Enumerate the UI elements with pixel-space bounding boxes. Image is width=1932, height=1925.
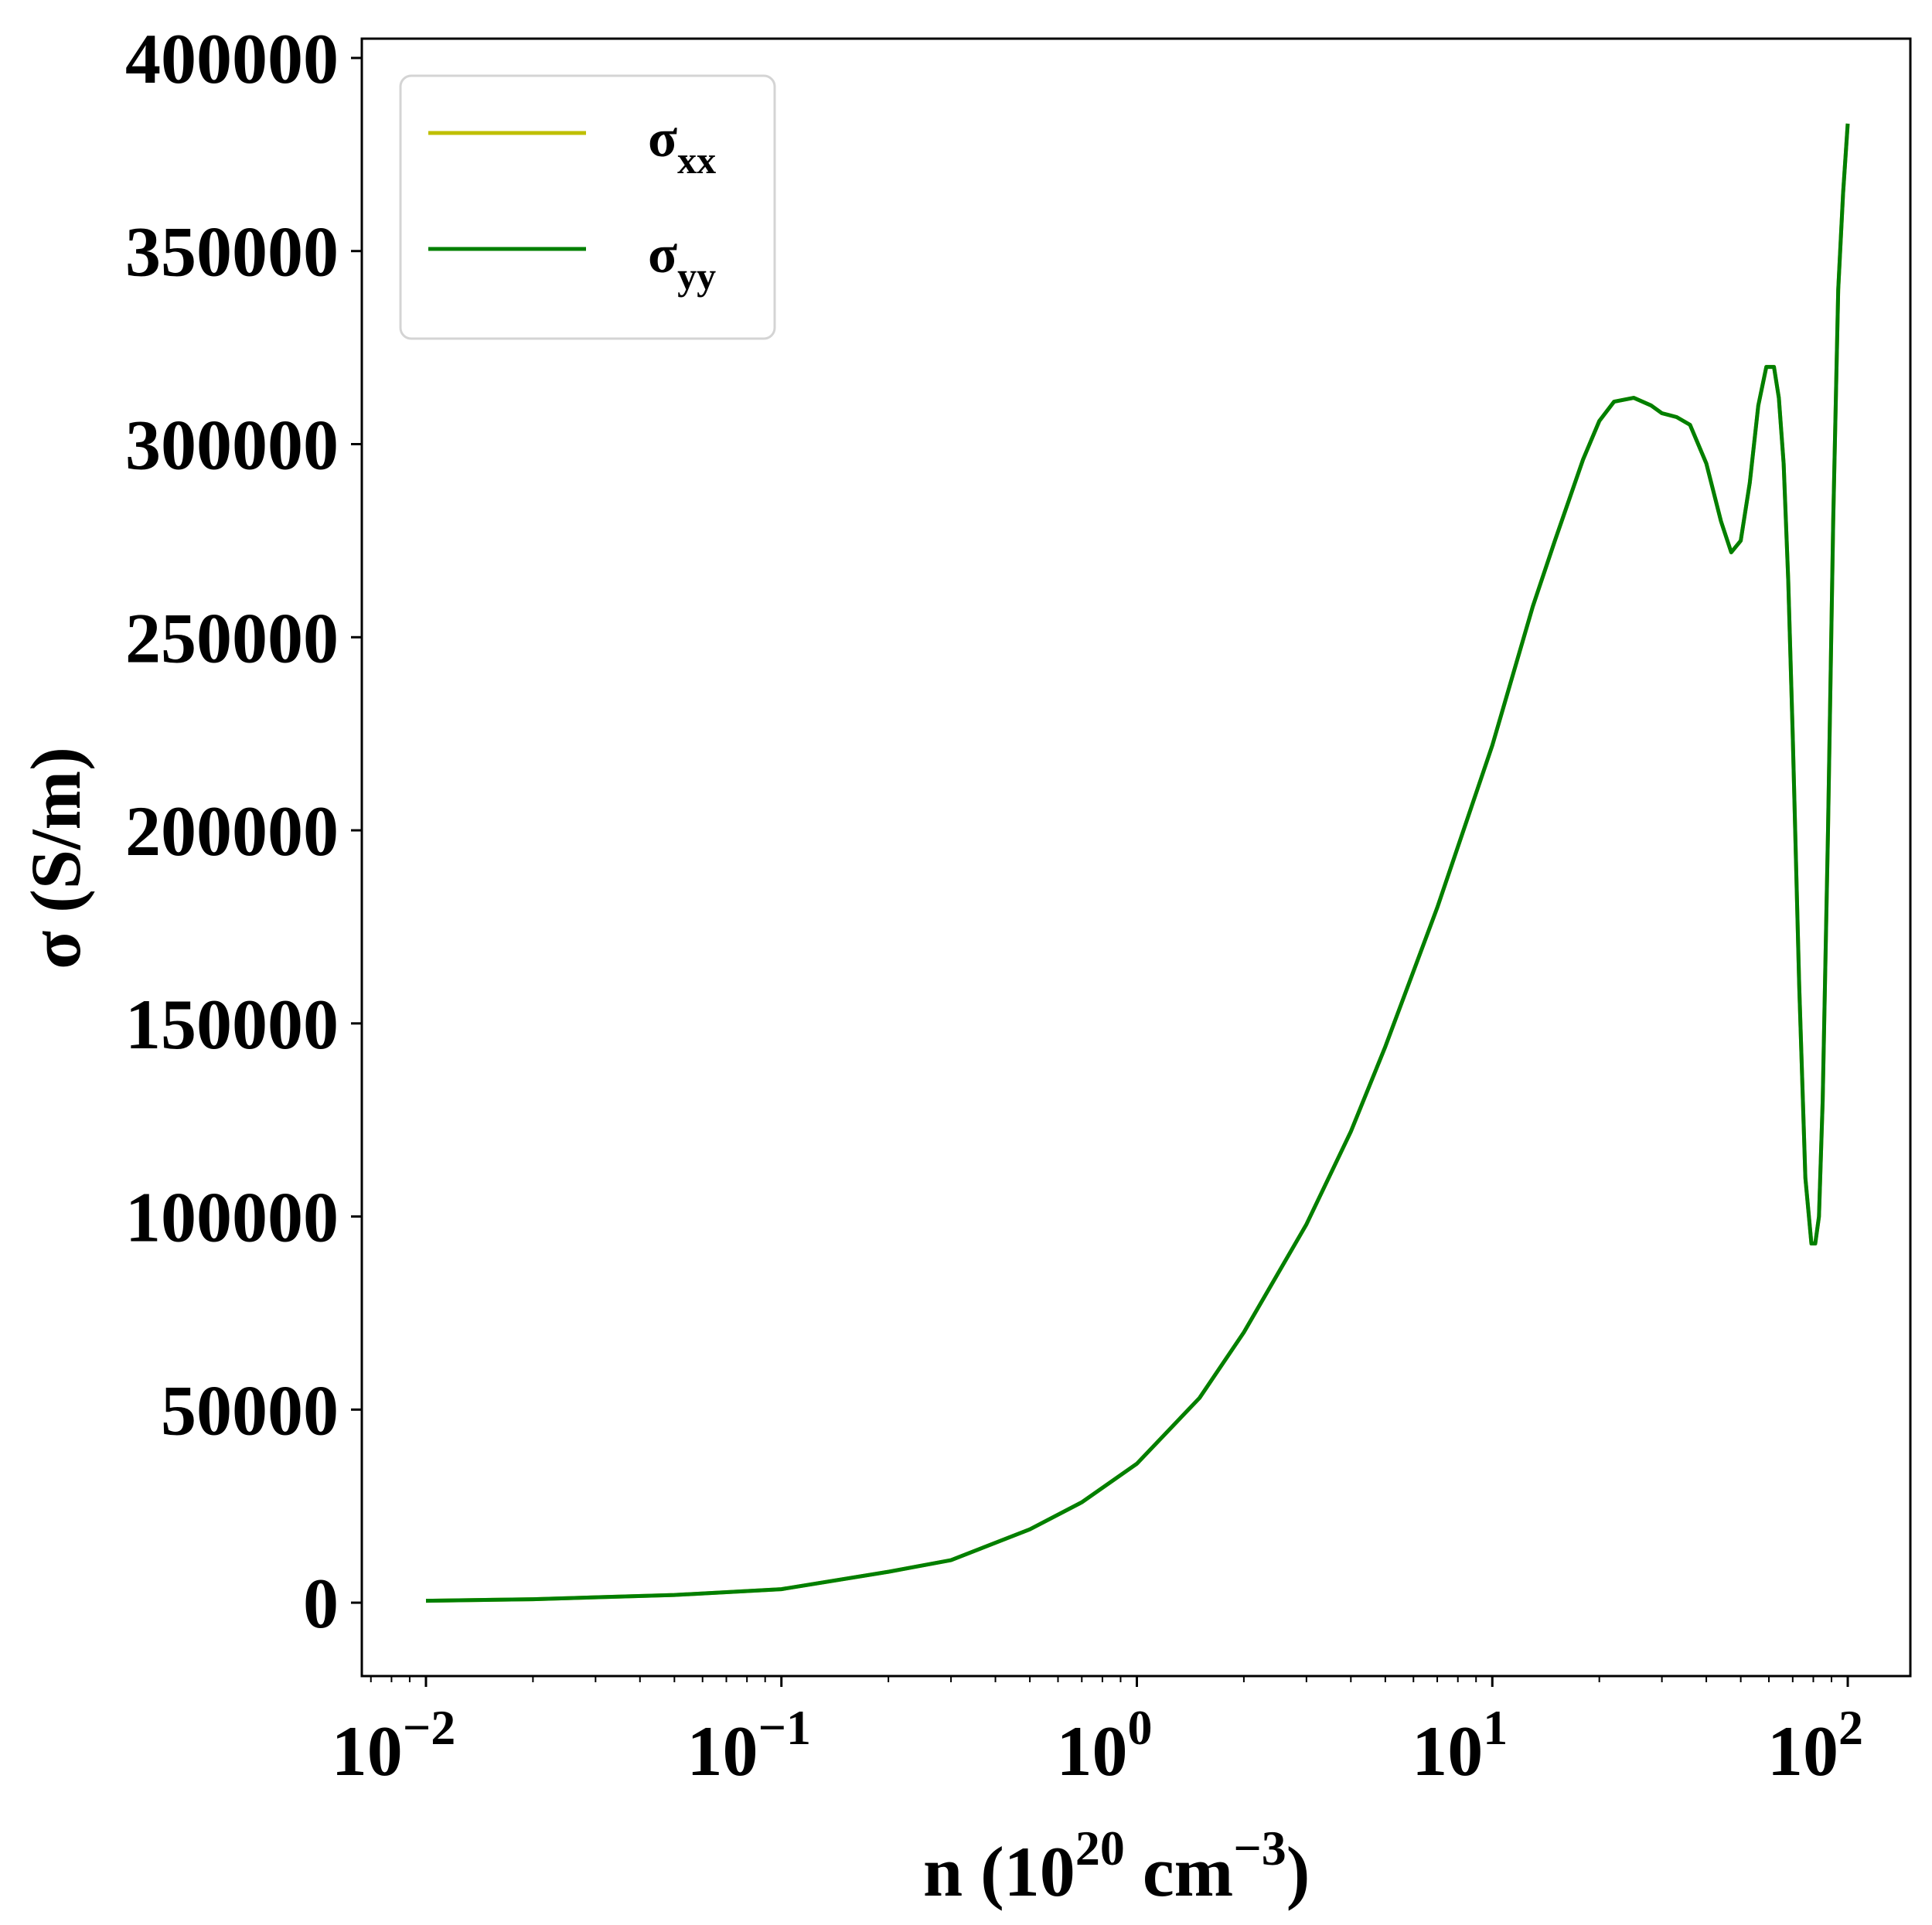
y-tick-label: 150000 (125, 985, 339, 1064)
y-axis-title: σ (S/m) (16, 747, 95, 969)
legend: σxx σyy (399, 74, 776, 340)
y-tick-label: 100000 (125, 1178, 339, 1257)
x-axis: 10−2 10−1 100 101 102 (332, 1676, 1863, 1790)
x-tick-label: 102 (1767, 1700, 1863, 1790)
x-tick-label: 10−1 (687, 1700, 811, 1790)
x-tick-label: 101 (1412, 1700, 1508, 1790)
series-layer (425, 123, 1850, 1603)
x-tick-label: 100 (1057, 1700, 1153, 1790)
y-tick-label: 400000 (125, 19, 339, 98)
x-axis-title: n (1020 cm−3) (923, 1821, 1310, 1911)
x-tick-label: 10−2 (332, 1700, 455, 1790)
y-axis: 0 50000 100000 150000 200000 250000 300000 3500… (125, 19, 362, 1643)
y-tick-label: 250000 (125, 598, 339, 677)
series-line-sigma-yy (425, 123, 1850, 1603)
legend-box (399, 74, 776, 340)
y-tick-label: 300000 (125, 406, 339, 485)
y-tick-label: 200000 (125, 792, 339, 871)
legend-label-sigma-yy: σyy (648, 225, 716, 298)
y-tick-label: 50000 (161, 1371, 339, 1450)
legend-label-sigma-xx: σxx (648, 109, 716, 182)
y-tick-label: 0 (303, 1564, 339, 1643)
plot-frame (360, 37, 1912, 1678)
y-tick-label: 350000 (125, 213, 339, 291)
